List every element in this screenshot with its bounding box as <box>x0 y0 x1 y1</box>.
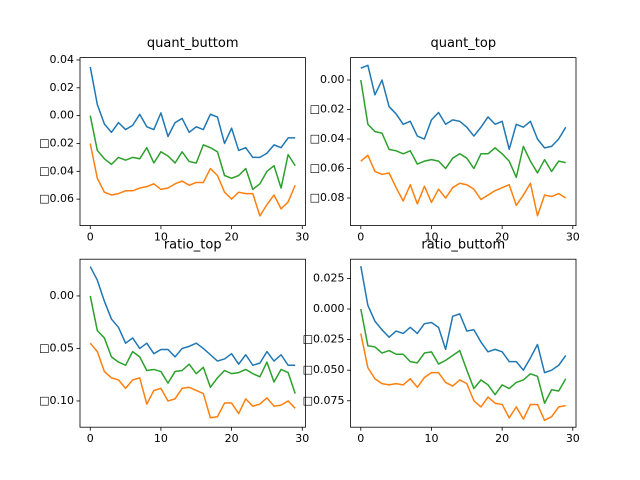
y-tick-label: 0.00 <box>50 289 75 302</box>
line-series <box>89 115 296 191</box>
y-tick-label: □0.02 <box>310 103 345 116</box>
line-series <box>89 266 296 366</box>
subplot-title: ratio_top <box>164 238 222 253</box>
x-tick-label: 0 <box>357 432 364 445</box>
y-tick-label: □0.025 <box>303 333 345 346</box>
line-series <box>360 266 567 374</box>
axes-frame <box>350 258 577 428</box>
x-tick-label: 30 <box>295 231 309 244</box>
y-tick-label: 0.000 <box>313 302 345 315</box>
y-tick-label: □0.10 <box>39 394 74 407</box>
y-tick-label: □0.050 <box>303 363 345 376</box>
subplot-title: quant_buttom <box>147 36 239 51</box>
x-tick-label: 30 <box>566 432 580 445</box>
subplot-title: ratio_buttom <box>421 238 505 253</box>
axes-frame <box>79 57 306 226</box>
x-tick-label: 20 <box>495 432 509 445</box>
line-series <box>360 308 567 404</box>
line-series <box>360 64 567 151</box>
axes-frame <box>79 258 306 428</box>
y-tick-label: 0.00 <box>50 109 75 122</box>
y-tick-label: 0.025 <box>313 271 345 284</box>
x-tick-label: 0 <box>87 432 94 445</box>
line-series <box>89 342 296 419</box>
y-tick-label: 0.00 <box>320 73 345 86</box>
y-tick-label: □0.04 <box>310 132 345 145</box>
line-series <box>89 143 296 217</box>
y-tick-label: 0.04 <box>50 53 75 66</box>
x-tick-label: 20 <box>495 231 509 244</box>
y-tick-label: □0.02 <box>39 136 74 149</box>
y-tick-label: □0.06 <box>39 192 74 205</box>
subplot-title: quant_top <box>430 36 496 51</box>
line-series <box>360 154 567 217</box>
x-tick-label: 20 <box>225 432 239 445</box>
line-series <box>89 295 296 394</box>
line-series <box>89 66 296 159</box>
line-series <box>360 333 566 422</box>
line-series <box>360 79 566 179</box>
x-tick-label: 30 <box>295 432 309 445</box>
y-tick-label: □0.06 <box>310 162 345 175</box>
y-tick-label: □0.04 <box>39 164 74 177</box>
y-tick-label: □0.05 <box>39 341 74 354</box>
x-tick-label: 30 <box>566 231 580 244</box>
axes-frame <box>350 57 577 226</box>
x-tick-label: 10 <box>154 432 168 445</box>
x-tick-label: 0 <box>87 231 94 244</box>
y-tick-label: □0.075 <box>303 394 345 407</box>
x-tick-label: 10 <box>424 432 438 445</box>
y-tick-label: 0.02 <box>50 81 75 94</box>
y-tick-label: □0.08 <box>310 191 345 204</box>
x-tick-label: 10 <box>154 231 168 244</box>
x-tick-label: 20 <box>225 231 239 244</box>
x-tick-label: 0 <box>357 231 364 244</box>
x-tick-label: 10 <box>424 231 438 244</box>
